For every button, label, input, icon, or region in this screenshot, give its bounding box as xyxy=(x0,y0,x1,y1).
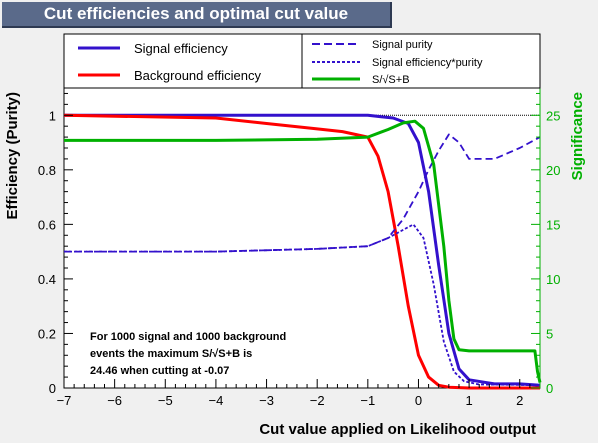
legend-label-signal-efficiency: Signal efficiency xyxy=(134,41,228,56)
series-line-4 xyxy=(64,119,542,383)
x-tick-label: −2 xyxy=(310,393,325,408)
legend-label-background-efficiency: Background efficiency xyxy=(134,68,261,83)
y-tick-label: 1 xyxy=(49,108,56,123)
legend-label-signal-efficiency-purity: Signal efficiency*purity xyxy=(372,57,483,69)
x-tick-label: −4 xyxy=(209,393,224,408)
series-line-1 xyxy=(63,113,540,390)
y2-tick-label: 20 xyxy=(546,163,560,178)
annotation-line-2: events the maximum S/√S+B is xyxy=(90,348,252,360)
series-layer xyxy=(63,113,542,390)
plot-area xyxy=(63,87,541,389)
title-box: Cut efficiencies and optimal cut value xyxy=(2,2,392,28)
x-tick-label: −6 xyxy=(107,393,122,408)
y2-tick-label: 25 xyxy=(546,108,560,123)
x-tick-label: −7 xyxy=(57,393,72,408)
axes-layer: −7 −6 −5 −4 −3 −2 −1 0 1 200.20.40.60.81051015202… xyxy=(38,88,560,408)
page-title: Cut efficiencies and optimal cut value xyxy=(43,4,349,23)
x-tick-label: 1 xyxy=(465,393,472,408)
y-tick-label: 0.6 xyxy=(38,217,56,232)
y-axis-title: Efficiency (Purity) xyxy=(4,92,21,220)
y-tick-label: 0 xyxy=(49,381,56,396)
series-line-3 xyxy=(64,223,541,387)
x-axis-title: Cut value applied on Likelihood output xyxy=(259,421,536,438)
annotation-line-3: 24.46 when cutting at -0.07 xyxy=(90,365,229,377)
legend-label-signal-purity: Signal purity xyxy=(372,39,433,51)
y2-tick-label: 0 xyxy=(546,381,553,396)
x-tick-label: −1 xyxy=(360,393,375,408)
x-tick-label: −3 xyxy=(259,393,274,408)
x-tick-label: 0 xyxy=(415,393,422,408)
y2-tick-label: 10 xyxy=(546,272,560,287)
y2-axis-title: Significance xyxy=(569,92,586,180)
y-tick-label: 0.8 xyxy=(38,163,56,178)
y2-tick-label: 5 xyxy=(546,326,553,341)
x-tick-label: 2 xyxy=(516,393,523,408)
y-tick-label: 0.4 xyxy=(38,272,56,287)
y-tick-label: 0.2 xyxy=(38,326,56,341)
x-tick-label: −5 xyxy=(158,393,173,408)
series-line-0 xyxy=(64,113,541,387)
annotation-line-1: For 1000 signal and 1000 background xyxy=(90,331,286,343)
legend-label-significance: S/√S+B xyxy=(372,74,410,86)
y2-tick-label: 15 xyxy=(546,217,560,232)
